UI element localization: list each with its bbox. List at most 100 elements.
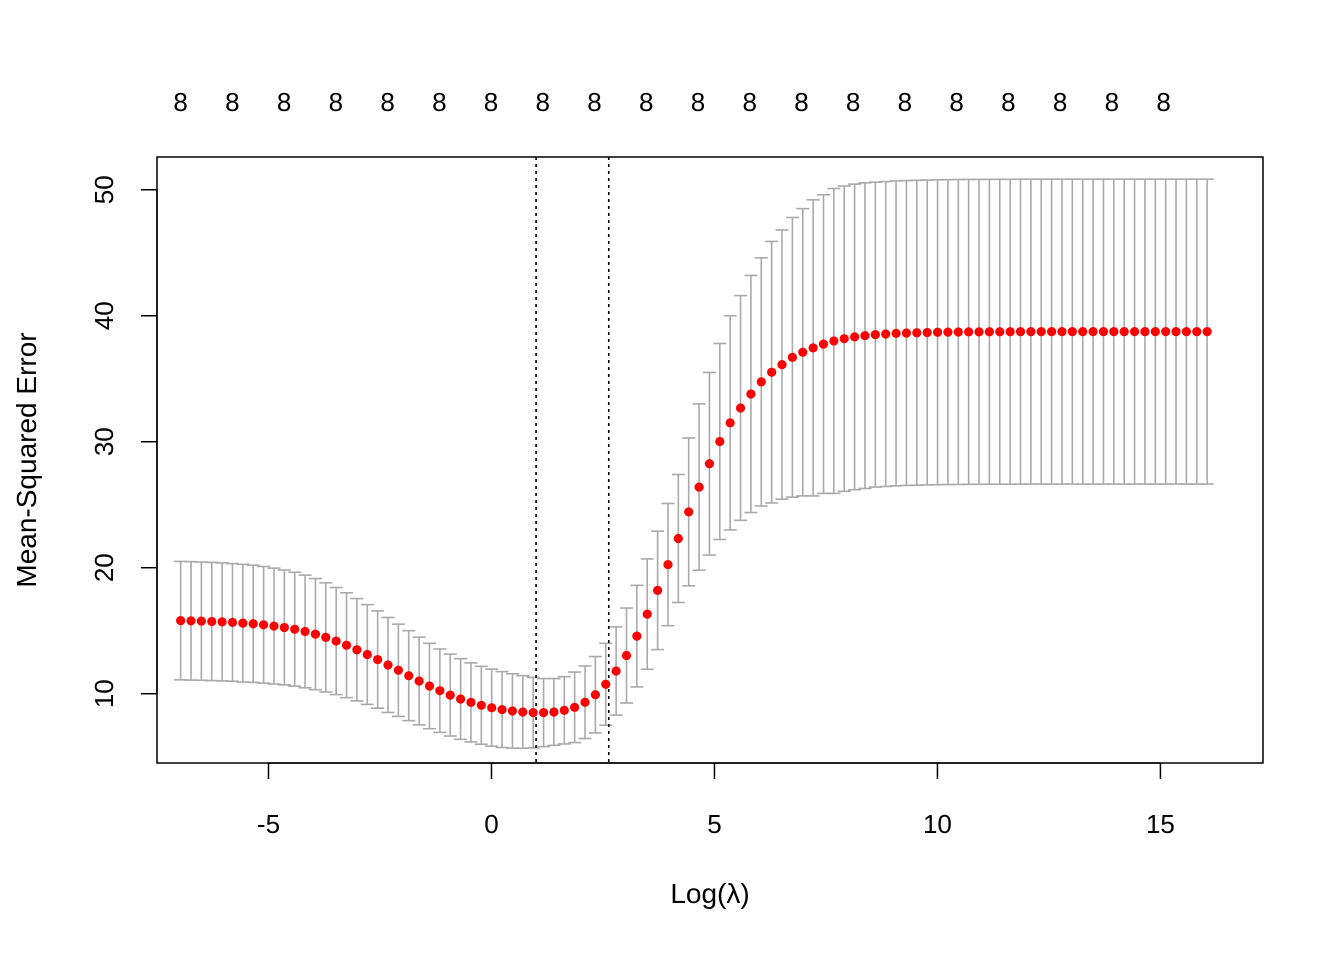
mse-point — [227, 617, 238, 627]
mse-point — [538, 708, 549, 718]
mse-point — [943, 327, 953, 337]
mse-point — [414, 676, 424, 686]
mse-point — [258, 620, 269, 630]
mse-point — [1088, 327, 1098, 337]
mse-point — [891, 328, 901, 338]
mse-point — [912, 328, 922, 338]
top-axis-label: 8 — [639, 87, 653, 117]
mse-point — [1192, 327, 1202, 337]
mse-point — [1005, 327, 1015, 337]
mse-point — [176, 616, 186, 626]
top-axis-label: 8 — [277, 87, 291, 117]
mse-point — [611, 666, 621, 676]
mse-point — [518, 707, 528, 717]
mse-point — [570, 702, 580, 712]
mse-point — [476, 700, 486, 710]
x-tick-label: 0 — [484, 809, 498, 839]
mse-point — [186, 616, 196, 626]
mse-point — [860, 331, 870, 341]
mse-point — [839, 334, 849, 344]
mse-point — [632, 631, 642, 641]
mse-point — [694, 482, 704, 492]
x-axis: -5 0 5 10 15 — [257, 762, 1175, 839]
mse-point — [248, 619, 258, 629]
mse-point — [445, 690, 455, 700]
mse-point — [373, 654, 383, 665]
mse-point — [1140, 327, 1150, 337]
mse-point — [746, 389, 756, 399]
mse-point — [1036, 327, 1046, 337]
mse-point — [881, 329, 891, 339]
top-axis-label: 8 — [742, 87, 756, 117]
mse-point — [549, 707, 559, 717]
mse-point — [870, 330, 880, 340]
y-tick-label: 40 — [89, 301, 119, 330]
mse-point — [466, 697, 476, 708]
mse-point — [559, 705, 569, 715]
reference-lines-layer — [535, 157, 610, 763]
mse-point — [321, 632, 331, 642]
x-tick-label: -5 — [257, 809, 280, 839]
mse-point — [756, 377, 766, 387]
x-tick-label: 5 — [707, 809, 721, 839]
x-tick-label: 10 — [923, 809, 952, 839]
y-axis: 10 20 30 40 50 — [89, 175, 158, 708]
x-axis-label: Log(λ) — [670, 878, 749, 909]
mse-point — [331, 636, 341, 646]
mse-point — [310, 629, 321, 639]
top-axis-labels: 8 8 8 8 8 8 8 8 8 8 8 8 8 8 8 8 8 8 8 8 — [173, 87, 1170, 117]
mse-point — [300, 626, 310, 637]
mse-point — [383, 660, 393, 670]
mse-point — [1078, 327, 1088, 337]
y-tick-label: 50 — [89, 175, 119, 204]
top-axis-label: 8 — [1053, 87, 1067, 117]
mse-point — [652, 585, 663, 595]
mse-point — [642, 609, 652, 619]
mse-point — [901, 328, 912, 338]
mse-point — [279, 622, 289, 633]
mse-point — [424, 681, 435, 691]
mse-point — [487, 703, 497, 713]
top-axis-label: 8 — [225, 87, 239, 117]
mse-point — [393, 665, 403, 675]
top-axis-label: 8 — [1001, 87, 1015, 117]
mse-point — [704, 459, 715, 469]
mse-point — [238, 618, 248, 628]
top-axis-label: 8 — [484, 87, 498, 117]
mse-point — [196, 616, 206, 626]
mse-point — [1026, 327, 1036, 337]
mse-point — [725, 418, 735, 428]
top-axis-label: 8 — [1156, 87, 1170, 117]
mse-point — [601, 679, 611, 689]
mse-point — [507, 706, 518, 716]
mse-point — [1057, 327, 1067, 337]
mse-point — [673, 533, 683, 544]
mse-point — [1181, 327, 1192, 337]
top-axis-label: 8 — [380, 87, 394, 117]
mse-point — [777, 360, 787, 370]
mse-point — [590, 690, 600, 700]
mse-point — [435, 686, 445, 696]
mse-point — [1161, 327, 1171, 337]
y-tick-label: 20 — [89, 553, 119, 582]
mse-point — [497, 704, 507, 715]
mse-point — [528, 708, 538, 718]
mse-point — [1067, 327, 1077, 337]
mse-point — [787, 352, 797, 362]
top-axis-label: 8 — [949, 87, 963, 117]
mse-point — [984, 327, 994, 337]
top-axis-label: 8 — [846, 87, 860, 117]
mse-point — [1109, 327, 1119, 337]
mse-point — [269, 621, 279, 631]
mse-point — [621, 650, 632, 661]
mse-point — [684, 507, 694, 517]
top-axis-label: 8 — [691, 87, 705, 117]
top-axis-label: 8 — [1105, 87, 1119, 117]
y-tick-label: 10 — [89, 679, 119, 708]
mse-point — [362, 649, 372, 660]
mse-point — [1171, 327, 1181, 337]
top-axis-label: 8 — [898, 87, 912, 117]
mse-point — [1129, 327, 1140, 337]
top-axis-label: 8 — [173, 87, 187, 117]
mse-point — [953, 327, 963, 337]
